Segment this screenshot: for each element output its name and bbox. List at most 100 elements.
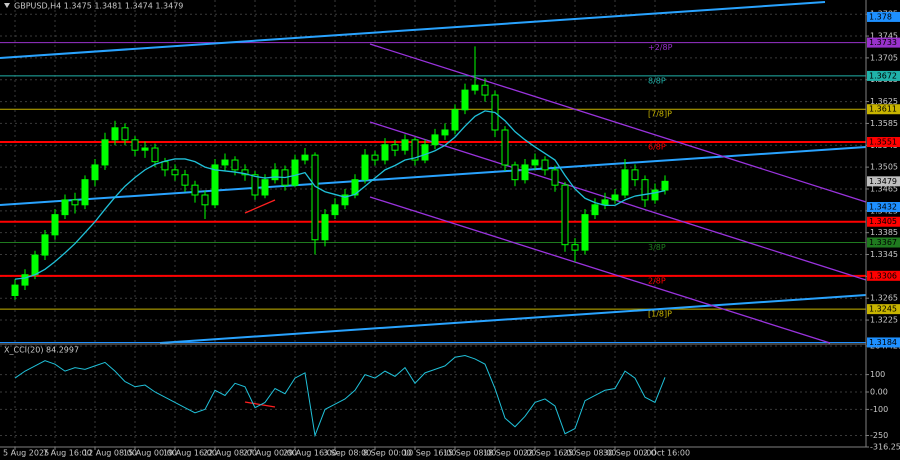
candle-body [141, 147, 149, 151]
price-tag [867, 216, 900, 227]
candle-body [181, 174, 189, 186]
candle-body [131, 139, 139, 151]
x-tick-label: 7 Aug 16:00 [43, 449, 92, 458]
price-tag [867, 202, 900, 213]
price-tag-label: 1.3551 [869, 138, 897, 147]
x-tick-label: 10 Sep 16:00 [403, 449, 456, 458]
overlay [14, 110, 666, 438]
candle-body [311, 154, 319, 241]
candle-body [371, 154, 379, 161]
candle-body [441, 129, 449, 136]
candle-body [51, 214, 59, 236]
candle-body [451, 109, 459, 131]
candle-body [301, 154, 309, 161]
candle-body [231, 159, 239, 171]
divergence-line [244, 199, 276, 214]
candle-body [551, 169, 559, 186]
candle-body [171, 169, 179, 176]
candle-body [271, 169, 279, 181]
candle-body [361, 154, 369, 181]
level-label: 8/8P [648, 76, 666, 85]
level-label: 2/8P [648, 276, 666, 285]
candle-body [481, 84, 489, 96]
candle-body [201, 194, 209, 206]
candle-body [341, 194, 349, 206]
indicator-line [14, 354, 666, 438]
x-tick-label: 19 Aug 16:00 [163, 449, 217, 458]
candle-body [411, 139, 419, 161]
trend-line [0, 1, 826, 59]
level-label: 3/8P [648, 243, 666, 252]
candle-body [631, 169, 639, 181]
price-tag [867, 270, 900, 281]
y-tick-label: 1.3625 [870, 97, 898, 106]
price-tag-label: 1.3405 [869, 217, 897, 226]
price-tag-label: 1.3479 [869, 177, 897, 186]
y-tick-label: 1.3385 [870, 228, 898, 237]
level-label: [7/8]P [648, 110, 672, 119]
price-tag-label: 1.3306 [869, 271, 897, 280]
candle-body [511, 164, 519, 181]
candle-body [71, 199, 79, 206]
candle-body [601, 199, 609, 206]
candle-body [381, 144, 389, 161]
candle-body [91, 164, 99, 181]
axis: 1.37851.37451.37051.36651.36251.35851.35… [3, 10, 900, 458]
x-tick-label: 15 Aug 00:00 [123, 449, 177, 458]
price-tag-label: 1.3611 [869, 105, 897, 114]
candle-body [541, 159, 549, 171]
y-tick-label: 1.3585 [870, 119, 898, 128]
candle-body [611, 194, 619, 201]
indicator-tick-label: 100 [870, 370, 885, 379]
candle-body [401, 139, 409, 151]
candle-body [591, 204, 599, 216]
candle-body [61, 199, 69, 216]
price-tag-label: 1.3367 [869, 238, 897, 247]
candle-body [101, 139, 109, 166]
candle-body [461, 89, 469, 111]
candle-body [521, 164, 529, 181]
level-label: +2/8P [648, 43, 673, 52]
y-tick-label: 1.3265 [870, 294, 898, 303]
candle-body [531, 159, 539, 166]
candle-body [211, 164, 219, 206]
price-tag-label: 1.3432 [869, 203, 897, 212]
candle-body [331, 204, 339, 216]
candle-body [431, 134, 439, 146]
candle-body [11, 284, 19, 296]
candle-body [581, 214, 589, 251]
x-tick-label: 29 Aug 16:00 [283, 449, 337, 458]
trend-lines [0, 1, 867, 408]
candle-body [391, 144, 399, 151]
indicator-tick-label: 0.00 [870, 387, 888, 396]
candle-body [621, 169, 629, 196]
price-tag [867, 337, 900, 348]
x-tick-label: 15 Sep 08:00 [443, 449, 496, 458]
candle-body [241, 169, 249, 176]
price-tag-label: 1.378 [869, 12, 892, 21]
y-tick-label: 1.3705 [870, 53, 898, 62]
x-tick-label: 30 Sep 00:00 [603, 449, 656, 458]
candle-body [561, 184, 569, 246]
y-tick-label: 1.3345 [870, 250, 898, 259]
candle-body [121, 127, 129, 141]
channel-line [369, 43, 867, 203]
price-tag-label: 1.3184 [869, 338, 897, 347]
price-tag [867, 11, 900, 22]
price-tag-label: 1.3672 [869, 71, 897, 80]
x-tick-label: 8 Sep 00:00 [363, 449, 411, 458]
candle-body [571, 244, 579, 251]
price-tag [867, 237, 900, 248]
y-tick-label: 1.3465 [870, 184, 898, 193]
price-tag [867, 70, 900, 81]
candle-body [471, 84, 479, 91]
candle-body [261, 179, 269, 196]
candle-body [321, 214, 329, 241]
x-tick-label: 22 Aug 08:00 [203, 449, 257, 458]
price-tag-label: 1.3245 [869, 305, 897, 314]
moving-average [14, 110, 666, 280]
price-tag [867, 176, 900, 187]
candle-body [221, 159, 229, 166]
